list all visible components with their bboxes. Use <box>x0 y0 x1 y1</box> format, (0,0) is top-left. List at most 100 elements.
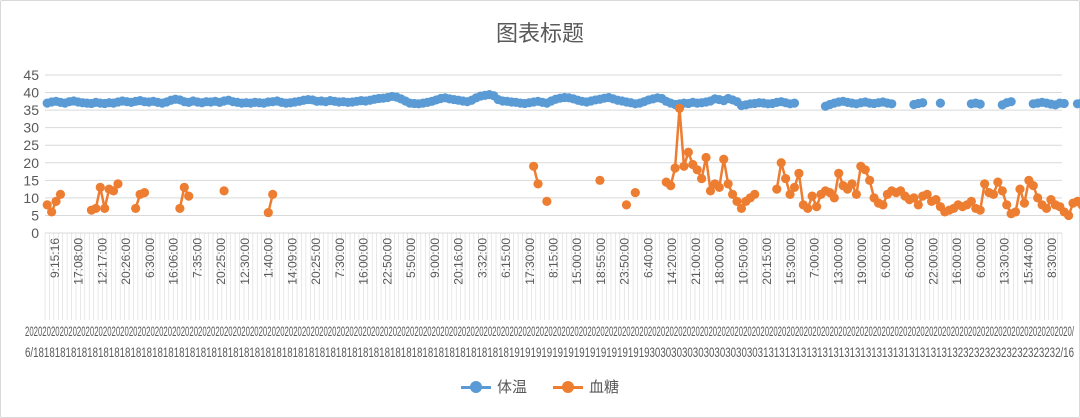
x-tick-label: 6:00:00 <box>974 238 988 278</box>
x-tick-label: 12:30:00 <box>238 238 252 285</box>
blood-sugar-point <box>860 165 870 175</box>
legend-item-body-temperature: 体温 <box>460 376 527 397</box>
x-tick-label: 15:30:00 <box>784 238 798 285</box>
x-tick-label: 16:00:00 <box>950 238 964 285</box>
y-tick-label: 0 <box>31 225 39 241</box>
y-tick-label: 10 <box>23 190 39 206</box>
date-row-top: 2020202020202020202020202020202020202020… <box>25 323 1074 339</box>
x-tick-label: 18:00:00 <box>713 238 727 285</box>
x-tick-label: 22:50:00 <box>380 238 394 285</box>
blood-sugar-point <box>1010 207 1021 217</box>
blood-sugar-point <box>1041 203 1052 214</box>
y-tick-label: 30 <box>23 120 39 136</box>
blood-sugar-point <box>732 196 742 206</box>
date-row-bottom: 6/18181818181818181818181818181818181818… <box>25 344 1074 360</box>
x-tick-label: 16:06:00 <box>167 238 181 285</box>
x-tick-label: 15:44:00 <box>1021 238 1035 285</box>
blood-sugar-point <box>878 200 888 210</box>
blood-sugar-point <box>865 175 875 185</box>
blood-sugar-point <box>851 189 861 199</box>
x-tick-label: 5:50:00 <box>404 238 418 278</box>
legend-label-blood-sugar: 血糖 <box>589 378 620 396</box>
blood-sugar-point <box>697 173 707 184</box>
blood-sugar-point <box>692 165 702 175</box>
body-temperature-point <box>918 98 928 108</box>
x-tick-label: 9:00:00 <box>428 238 442 278</box>
blood-sugar-point <box>529 161 539 171</box>
blood-sugar-point <box>913 200 923 210</box>
x-tick-label: 20:16:00 <box>452 238 466 285</box>
x-tick-label: 7:35:00 <box>190 238 204 278</box>
blood-sugar-point <box>705 186 716 196</box>
blood-sugar-point <box>975 205 985 215</box>
blood-sugar-point <box>803 203 813 214</box>
x-tick-label: 6:00:00 <box>903 238 917 278</box>
blood-sugar-point <box>666 181 676 191</box>
blood-sugar-point <box>807 191 817 201</box>
blood-sugar-point <box>55 189 66 199</box>
x-tick-label: 8:15:00 <box>547 238 561 278</box>
legend-swatch-orange <box>553 380 583 393</box>
x-tick-label: 10:50:00 <box>736 238 750 285</box>
gridlines <box>45 74 1062 234</box>
blood-sugar-point <box>100 203 110 214</box>
x-tick-label: 23:50:00 <box>618 238 632 285</box>
blood-sugar-point <box>789 182 800 192</box>
series-blood-sugar <box>42 103 1080 221</box>
x-tick-label: 22:00:00 <box>926 238 940 285</box>
legend-item-blood-sugar: 血糖 <box>553 376 619 397</box>
blood-sugar-point <box>139 188 150 198</box>
blood-sugar-point <box>847 179 857 189</box>
blood-sugar-point <box>42 200 52 210</box>
x-tick-label: 6:00:00 <box>879 238 893 278</box>
blood-sugar-point <box>701 152 711 163</box>
blood-sugar-point <box>909 193 919 203</box>
blood-sugar-point <box>785 189 795 199</box>
x-tick-label: 15:00:00 <box>570 238 584 285</box>
x-tick-label: 20:25:00 <box>214 238 228 285</box>
blood-sugar-point <box>829 193 839 203</box>
y-tick-label: 15 <box>23 172 39 188</box>
blood-sugar-point <box>794 168 804 178</box>
blood-sugar-point <box>997 186 1007 196</box>
x-tick-label: 12:17:00 <box>95 238 109 285</box>
blood-sugar-point <box>47 207 57 217</box>
x-tick-label: 21:00:00 <box>689 238 703 285</box>
x-tick-label: 7:00:00 <box>808 238 822 278</box>
x-tick-label: 3:32:00 <box>475 238 489 278</box>
blood-sugar-point <box>727 189 738 199</box>
x-tick-label: 6:30:00 <box>143 238 157 278</box>
blood-sugar-point <box>931 195 941 205</box>
blood-sugar-point <box>966 196 976 206</box>
blood-sugar-point <box>91 203 101 214</box>
x-tick-label: 7:30:00 <box>333 238 347 278</box>
x-tick-label: 20:25:00 <box>309 238 323 285</box>
blood-sugar-point <box>131 203 141 214</box>
body-temperature-point <box>1006 97 1016 107</box>
x-tick-label: 16:00:00 <box>357 238 371 285</box>
blood-sugar-point <box>723 179 733 189</box>
blood-sugar-point <box>1033 193 1043 203</box>
blood-sugar-point <box>679 161 689 171</box>
x-tick-label: 9:15:16 <box>48 238 62 278</box>
blood-sugar-point <box>1064 210 1074 221</box>
x-tick-label: 1:40:00 <box>262 238 276 278</box>
x-tick-label: 13:30:00 <box>998 238 1012 285</box>
blood-sugar-point <box>922 189 932 199</box>
x-tick-label: 6:40:00 <box>641 238 655 278</box>
blood-sugar-point <box>714 182 724 192</box>
x-tick-label: 17:08:00 <box>72 238 86 285</box>
x-tick-label: 14:09:00 <box>285 238 299 285</box>
blood-sugar-point <box>175 203 185 214</box>
blood-sugar-point <box>621 200 632 210</box>
blood-sugar-point <box>51 196 61 206</box>
blood-sugar-point <box>542 196 552 206</box>
blood-sugar-point <box>1028 181 1038 191</box>
y-tick-label: 45 <box>23 67 39 83</box>
blood-sugar-point <box>268 189 278 199</box>
legend-swatch-blue <box>460 380 491 393</box>
blood-sugar-point <box>776 158 786 168</box>
blood-sugar-point <box>219 186 229 196</box>
